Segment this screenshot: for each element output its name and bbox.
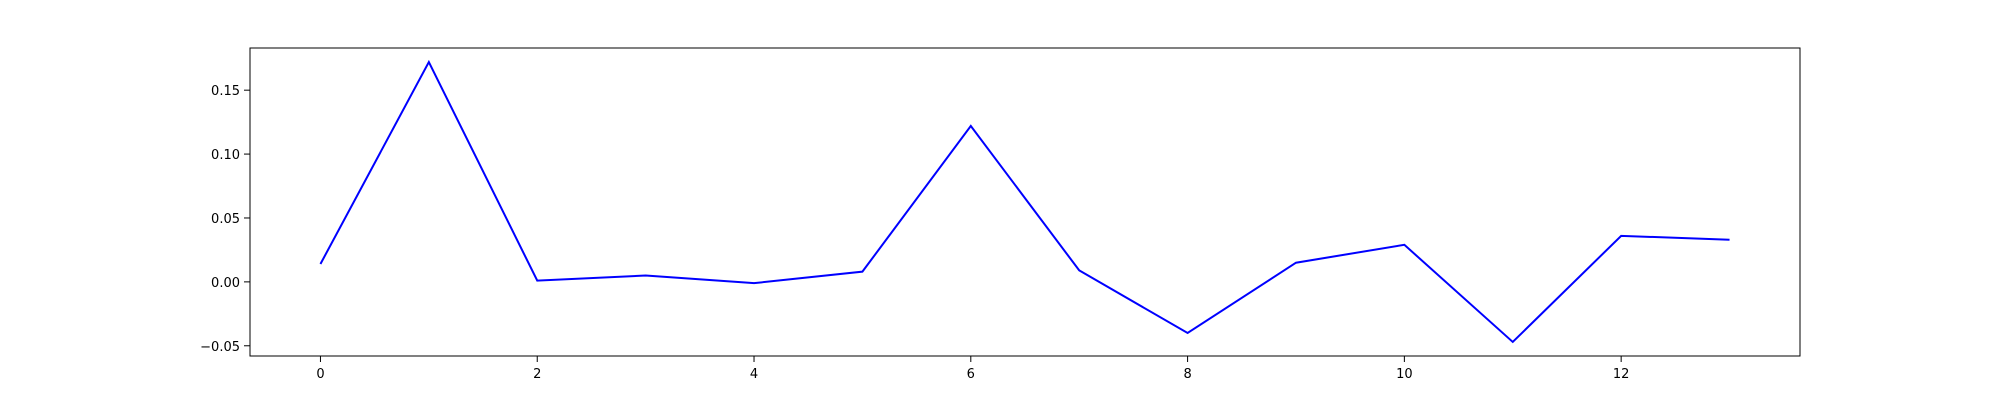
- series-group: [319, 59, 1730, 344]
- x-tick-label: 6: [967, 367, 975, 382]
- x-tick-label: 4: [750, 367, 758, 382]
- x-tick-label: 2: [533, 367, 541, 382]
- x-tick-label: 12: [1613, 367, 1630, 382]
- x-tick-label: 10: [1396, 367, 1413, 382]
- y-tick-label: 0.10: [211, 148, 240, 163]
- y-tick-label: 0.05: [211, 212, 240, 227]
- tick-group: 0 2 4 6 8 10 12 −0.05 0.00 0.05 0.10 0.15: [200, 84, 1629, 382]
- x-tick-label: 8: [1183, 367, 1191, 382]
- series-line-0: [319, 59, 1730, 344]
- x-tick-label: 0: [316, 367, 324, 382]
- y-tick-label: 0.00: [211, 276, 240, 291]
- plot-frame: [249, 47, 1801, 357]
- y-tick-label: −0.05: [200, 340, 240, 355]
- y-tick-label: 0.15: [211, 84, 240, 99]
